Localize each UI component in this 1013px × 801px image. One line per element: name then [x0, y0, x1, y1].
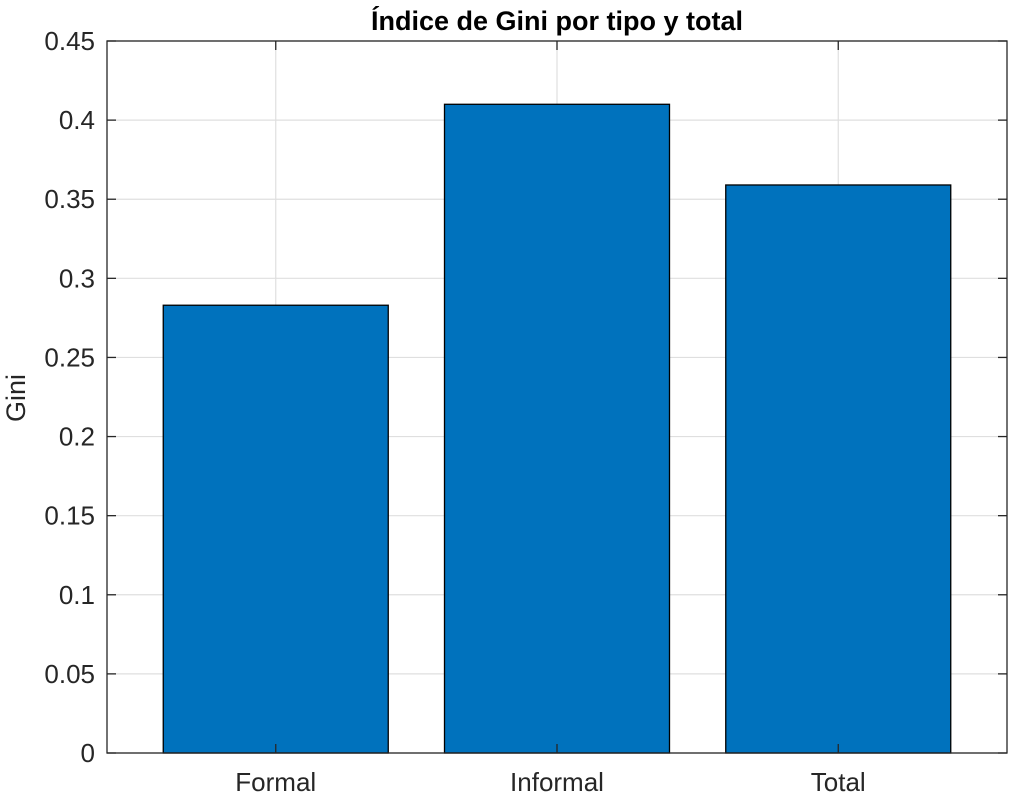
- x-tick-label: Total: [811, 767, 866, 796]
- bar-formal: [162, 304, 389, 754]
- labels-layer: 0 0.05 0.1 0.15 0.2 0.25 0.3 0.35 0.4 0.45 Formal I…: [44, 26, 866, 797]
- axes-layer: [106, 40, 1008, 754]
- y-tick-label: 0.15: [44, 501, 95, 531]
- y-tick-label: 0.25: [44, 342, 95, 372]
- chart-title: Índice de Gini por tipo y total: [371, 5, 743, 36]
- bar-informal: [443, 103, 671, 754]
- x-tick-label: Formal: [235, 767, 316, 796]
- bar-total: [725, 184, 952, 754]
- y-tick-label: 0.45: [44, 26, 95, 56]
- y-tick-label: 0.4: [59, 105, 95, 135]
- x-tick-label: Informal: [510, 767, 604, 796]
- y-axis-label: Gini: [1, 374, 31, 422]
- y-tick-label: 0.1: [59, 580, 95, 610]
- y-tick-label: 0: [81, 738, 95, 768]
- bars-layer: [162, 103, 952, 754]
- y-tick-label: 0.35: [44, 184, 95, 214]
- y-tick-label: 0.05: [44, 659, 95, 689]
- y-tick-label: 0.3: [59, 263, 95, 293]
- y-tick-label: 0.2: [59, 422, 95, 452]
